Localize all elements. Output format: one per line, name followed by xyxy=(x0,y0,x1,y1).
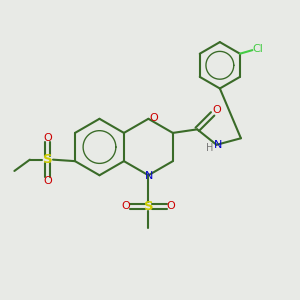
Text: O: O xyxy=(43,176,52,186)
Text: O: O xyxy=(212,105,221,115)
Text: N: N xyxy=(145,171,153,181)
Text: H: H xyxy=(206,143,214,153)
Text: S: S xyxy=(43,153,52,166)
Text: O: O xyxy=(149,113,158,123)
Text: O: O xyxy=(167,202,175,212)
Text: Cl: Cl xyxy=(252,44,263,54)
Text: O: O xyxy=(43,133,52,143)
Text: N: N xyxy=(214,140,222,150)
Text: S: S xyxy=(144,200,153,213)
Text: O: O xyxy=(122,202,130,212)
